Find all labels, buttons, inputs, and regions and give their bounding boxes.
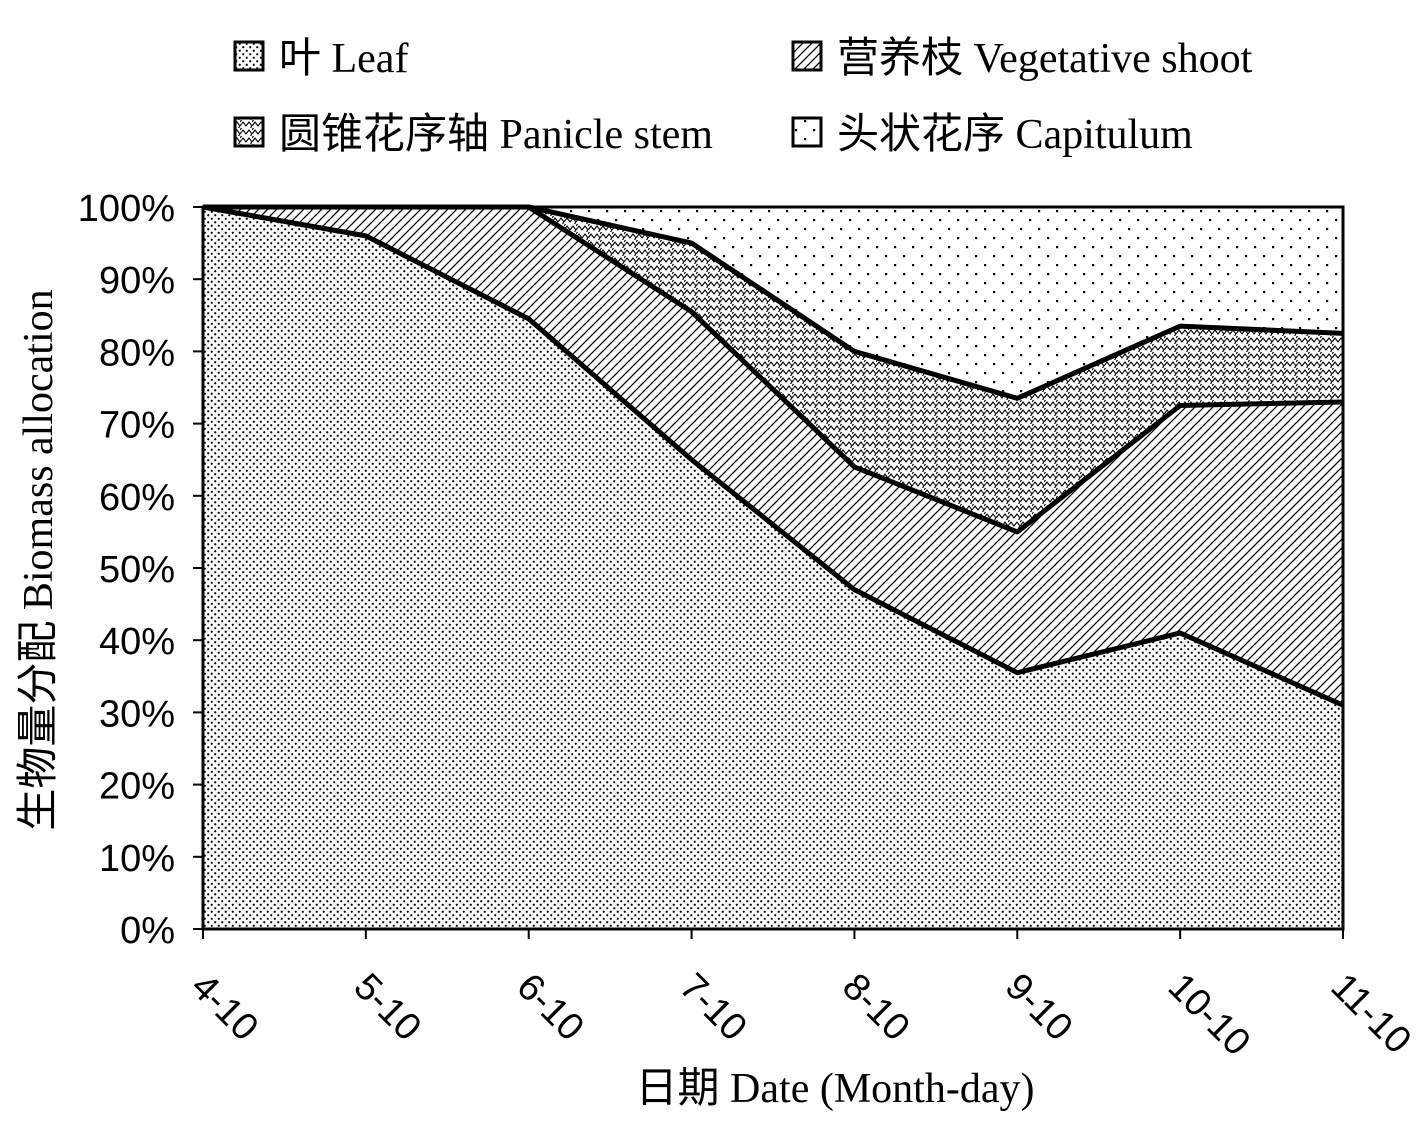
x-axis-label: 日期 Date (Month-day)	[636, 1066, 1035, 1112]
area-series-2	[203, 207, 1343, 532]
stacked-areas	[203, 207, 1343, 929]
y-tick-label: 0%	[120, 910, 175, 952]
y-tick-label: 30%	[99, 693, 175, 735]
y-tick-label: 80%	[99, 332, 175, 374]
legend-swatch	[791, 116, 823, 148]
y-tick-label: 20%	[99, 766, 175, 808]
x-tick-label: 8-10	[834, 966, 917, 1049]
y-tick-label: 40%	[99, 621, 175, 663]
y-tick-label: 100%	[78, 188, 175, 230]
legend-swatch	[791, 40, 823, 72]
area-series-1	[203, 207, 1343, 706]
area-series-3	[203, 207, 1343, 399]
area-series-0	[203, 207, 1343, 929]
x-tick-label: 7-10	[671, 966, 754, 1049]
y-tick-label: 10%	[99, 838, 175, 880]
x-axis: 4-10 5-10 6-10 7-10 8-10 9-10 10-10 11-10	[183, 929, 1419, 1064]
y-tick-label: 50%	[99, 549, 175, 591]
y-axis: 0% 10% 20% 30% 40% 50% 60% 70% 80% 90% 100%	[78, 188, 203, 952]
legend-swatch	[233, 40, 265, 72]
legend-label: 营养枝 Vegetative shoot	[837, 35, 1253, 82]
y-axis-label: 生物量分配 Biomass allocation	[16, 289, 62, 830]
x-tick-label: 5-10	[345, 966, 428, 1049]
x-tick-label: 6-10	[508, 966, 591, 1049]
legend-label: 叶 Leaf	[279, 36, 408, 82]
legend: 叶 Leaf 营养枝 Vegetative shoot 圆锥花序轴 Panicle …	[233, 35, 1253, 158]
legend-swatch	[233, 116, 265, 148]
x-tick-label: 10-10	[1160, 966, 1258, 1064]
legend-label: 头状花序 Capitulum	[837, 112, 1193, 158]
y-tick-label: 60%	[99, 477, 175, 519]
x-tick-label: 11-10	[1323, 966, 1419, 1062]
y-tick-label: 90%	[99, 260, 175, 302]
boundary-line-0	[202, 204, 1345, 708]
y-tick-label: 70%	[99, 405, 175, 447]
x-tick-label: 4-10	[183, 966, 266, 1049]
x-tick-label: 9-10	[997, 966, 1080, 1049]
legend-label: 圆锥花序轴 Panicle stem	[279, 112, 713, 158]
